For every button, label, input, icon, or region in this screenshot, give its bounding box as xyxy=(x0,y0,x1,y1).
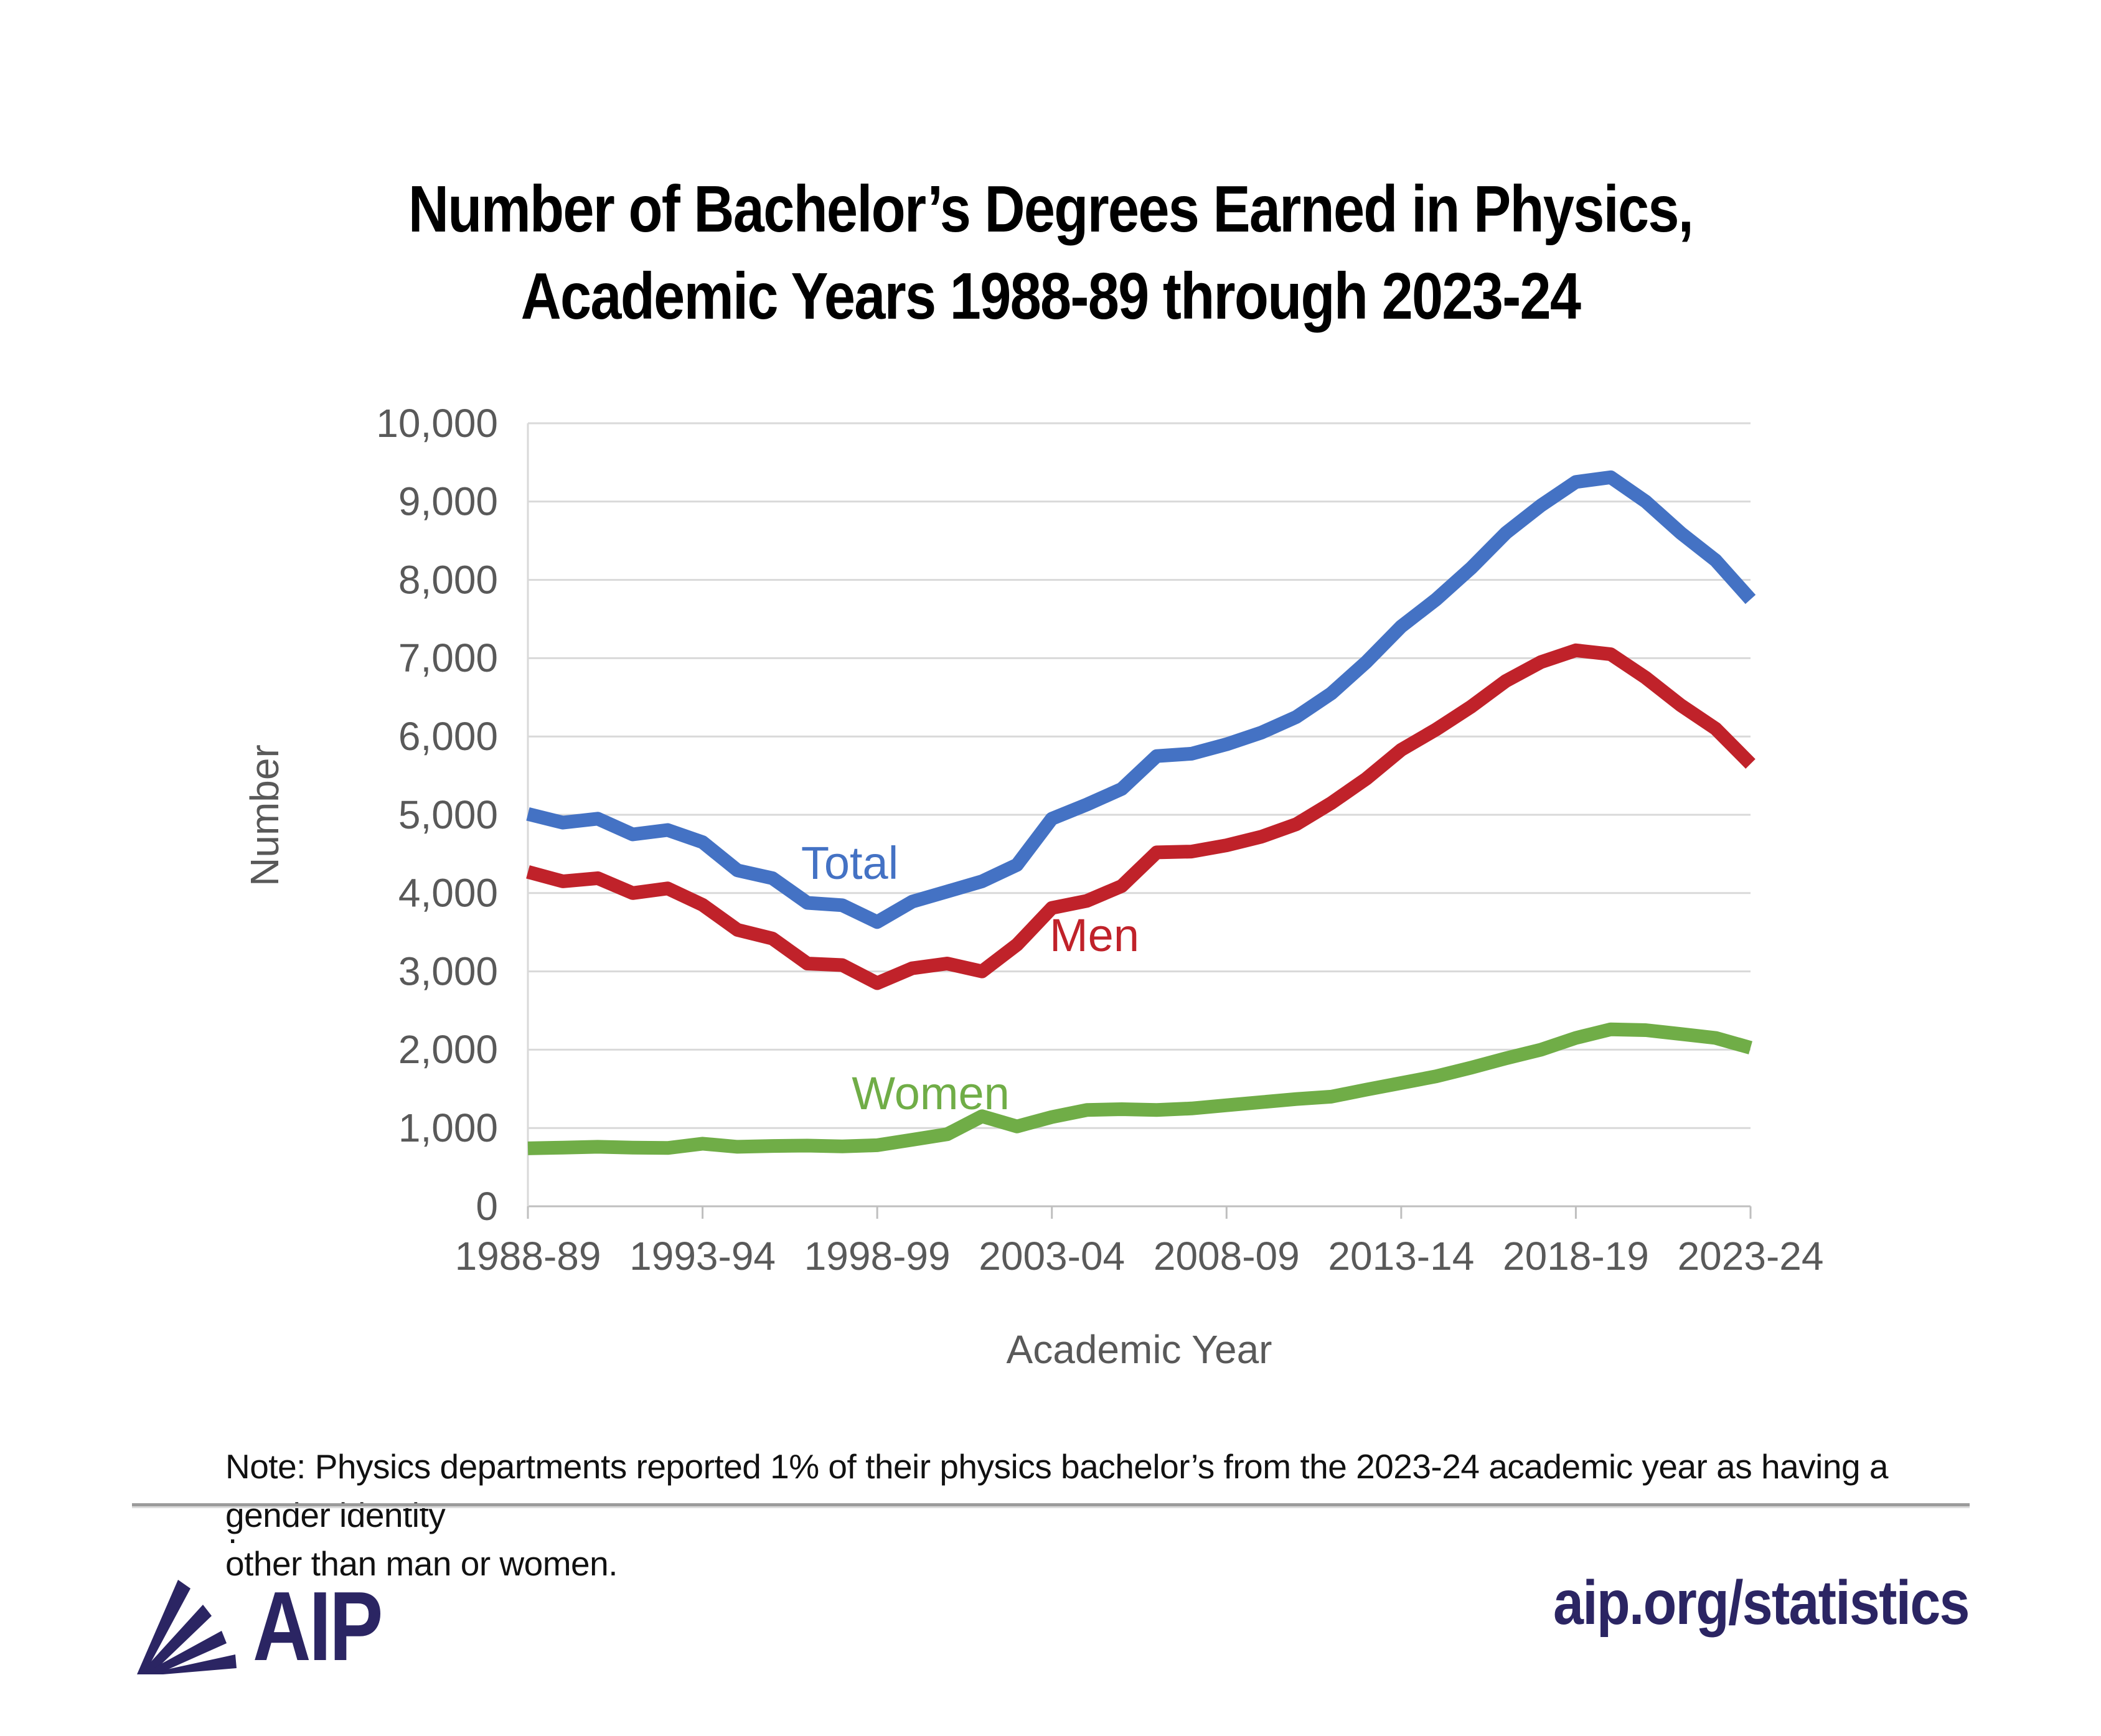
y-axis-tick-label: 4,000 xyxy=(398,871,498,916)
divider-rule xyxy=(132,1503,1970,1508)
x-axis-tick-label: 1993-94 xyxy=(629,1234,776,1279)
chart-title-line1: Number of Bachelor’s Degrees Earned in P… xyxy=(408,172,1694,246)
aip-statistics-link[interactable]: aip.org/statistics xyxy=(1553,1568,1970,1638)
footnote-line1: Note: Physics departments reported 1% of… xyxy=(225,1447,1888,1535)
y-axis-tick-label: 7,000 xyxy=(398,636,498,680)
y-axis-tick-label: 9,000 xyxy=(398,479,498,524)
women-line xyxy=(527,1022,1752,1155)
total-series-label: Total xyxy=(801,837,898,889)
x-axis-tick-label: 2018-19 xyxy=(1503,1234,1649,1279)
y-axis-title: Number xyxy=(242,744,287,886)
x-axis-tick-label: 2013-14 xyxy=(1328,1234,1474,1279)
x-axis-tick-label: 1988-89 xyxy=(455,1234,601,1279)
men-series-label: Men xyxy=(1050,909,1139,961)
chart-title: Number of Bachelor’s Degrees Earned in P… xyxy=(157,166,1944,340)
x-axis-tick-label: 2008-09 xyxy=(1154,1234,1300,1279)
y-axis-tick-label: 10,000 xyxy=(376,401,498,446)
x-axis-tick-label: 2003-04 xyxy=(979,1234,1125,1279)
footnote-line2: other than man or women. xyxy=(225,1544,618,1584)
total-line xyxy=(526,470,1756,929)
aip-logo-rays-icon xyxy=(137,1580,237,1674)
y-axis-tick-label: 0 xyxy=(476,1184,498,1229)
y-axis-tick-label: 2,000 xyxy=(398,1027,498,1072)
women-series-label: Women xyxy=(852,1067,1010,1119)
y-axis-tick-label: 3,000 xyxy=(398,949,498,993)
x-axis-title: Academic Year xyxy=(1006,1327,1272,1372)
y-axis-tick-label: 6,000 xyxy=(398,714,498,759)
chart-title-line2: Academic Years 1988-89 through 2023-24 xyxy=(520,259,1581,333)
men-line xyxy=(526,643,1756,990)
aip-logo: AIP xyxy=(136,1576,409,1676)
y-axis-tick-label: 1,000 xyxy=(398,1105,498,1150)
y-axis-tick-label: 8,000 xyxy=(398,557,498,602)
y-axis-tick-label: 5,000 xyxy=(398,792,498,837)
x-axis-tick-label: 1998-99 xyxy=(804,1234,951,1279)
x-axis-tick-label: 2023-24 xyxy=(1678,1234,1824,1279)
stray-period-mark: . xyxy=(228,1512,238,1551)
footnote: Note: Physics departments reported 1% of… xyxy=(225,1442,2000,1588)
aip-logo-text: AIP xyxy=(253,1572,383,1681)
